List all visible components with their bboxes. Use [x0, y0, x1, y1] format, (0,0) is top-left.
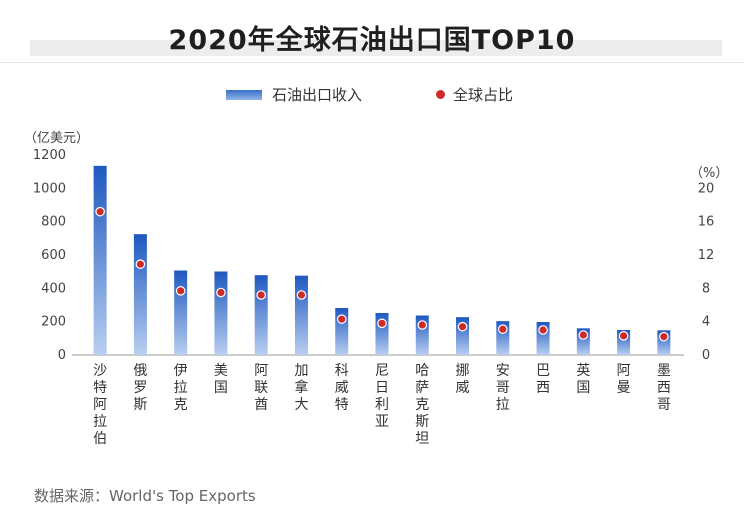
- category-label: 英: [576, 362, 590, 379]
- category-label: 沙: [93, 363, 107, 379]
- category-label: 拉: [174, 380, 188, 396]
- category-label: 联: [254, 380, 268, 396]
- left-axis-tick-label: 1000: [33, 181, 66, 196]
- right-axis-unit: （%）: [690, 166, 729, 181]
- right-axis-tick-label: 16: [698, 215, 715, 230]
- left-axis-tick-label: 1200: [33, 148, 66, 163]
- bar: [254, 275, 268, 355]
- share-point: [417, 320, 428, 330]
- legend-bar-swatch: [226, 89, 262, 100]
- left-axis-tick-label: 400: [41, 281, 66, 296]
- category-label: 加: [294, 363, 308, 379]
- left-axis-unit: （亿美元）: [24, 131, 90, 146]
- share-point: [457, 321, 468, 332]
- category-label: 阿: [93, 397, 107, 413]
- legend-item-share: 全球占比: [436, 84, 513, 105]
- right-axis-tick-label: 8: [702, 281, 710, 296]
- category-label: 哈: [415, 363, 429, 379]
- left-axis-tick-label: 600: [41, 248, 66, 263]
- category-label: 克: [415, 397, 429, 413]
- title-background-band: [30, 40, 722, 56]
- share-point: [336, 314, 347, 324]
- category-label: 安: [496, 363, 510, 379]
- legend-label-share: 全球占比: [453, 86, 514, 104]
- category-label: 拉: [93, 414, 107, 430]
- category-label: 亚: [375, 414, 389, 430]
- share-point: [578, 330, 589, 340]
- category-label: 利: [375, 397, 389, 413]
- bar: [214, 271, 228, 355]
- category-label: 挪: [456, 363, 470, 379]
- category-label: 大: [294, 397, 308, 413]
- category-label: 美: [214, 363, 228, 379]
- category-label: 哥: [657, 397, 671, 413]
- category-label: 特: [335, 397, 349, 413]
- share-point: [135, 259, 146, 269]
- right-axis-tick-label: 12: [698, 248, 715, 263]
- share-point: [538, 325, 548, 335]
- category-label: 拿: [294, 379, 308, 396]
- category-label: 科: [335, 363, 349, 379]
- category-label: 阿: [617, 363, 631, 379]
- category-label: 墨: [657, 363, 671, 379]
- category-label: 哥: [496, 380, 510, 396]
- category-label: 罗: [133, 380, 147, 396]
- share-point: [95, 206, 105, 217]
- share-point: [175, 286, 186, 296]
- share-point: [216, 287, 226, 298]
- category-label: 克: [174, 397, 188, 413]
- legend-item-revenue: 石油出口收入: [226, 84, 362, 105]
- category-label: 巴: [536, 363, 550, 379]
- right-axis-tick-label: 20: [698, 181, 715, 196]
- category-label: 日: [375, 380, 389, 396]
- share-point: [377, 318, 387, 329]
- left-axis-tick-label: 200: [41, 315, 66, 330]
- category-label: 威: [456, 380, 470, 396]
- left-axis-tick-label: 800: [41, 215, 66, 230]
- category-label: 坦: [415, 431, 429, 447]
- legend-dot-swatch: [436, 90, 445, 99]
- category-label: 特: [93, 380, 107, 396]
- right-axis-tick-label: 4: [702, 315, 710, 330]
- share-point: [659, 331, 669, 342]
- legend-label-revenue: 石油出口收入: [272, 86, 363, 104]
- category-label: 斯: [133, 397, 147, 413]
- title-divider: [0, 62, 744, 63]
- share-point: [618, 331, 629, 341]
- category-label: 西: [536, 380, 550, 396]
- legend: 石油出口收入 全球占比: [0, 84, 744, 104]
- category-label: 斯: [415, 414, 429, 430]
- category-label: 伯: [93, 431, 107, 447]
- right-axis-tick-label: 0: [702, 348, 710, 363]
- bar: [174, 270, 188, 355]
- category-label: 俄: [133, 363, 147, 379]
- category-label: 尼: [375, 363, 389, 379]
- category-label: 萨: [415, 380, 429, 396]
- category-label: 阿: [254, 363, 268, 379]
- bar: [294, 275, 308, 355]
- category-label: 西: [657, 380, 671, 396]
- share-point: [296, 290, 307, 300]
- left-axis-tick-label: 0: [58, 348, 66, 363]
- category-label: 拉: [496, 397, 510, 413]
- category-label: 威: [335, 380, 349, 396]
- bar-chart: 020040060080010001200048121620沙特阿拉伯俄罗斯伊拉…: [33, 148, 715, 447]
- share-point: [256, 290, 266, 300]
- category-label: 伊: [174, 363, 188, 379]
- bar: [133, 234, 147, 355]
- share-point: [497, 324, 508, 334]
- category-label: 国: [214, 380, 228, 396]
- chart-title: 2020年全球石油出口国TOP10: [168, 25, 576, 56]
- category-label: 曼: [617, 380, 631, 396]
- bar: [93, 165, 107, 355]
- category-label: 酋: [254, 396, 268, 413]
- source-note: 数据来源：World's Top Exports: [34, 487, 256, 505]
- category-label: 国: [576, 380, 590, 396]
